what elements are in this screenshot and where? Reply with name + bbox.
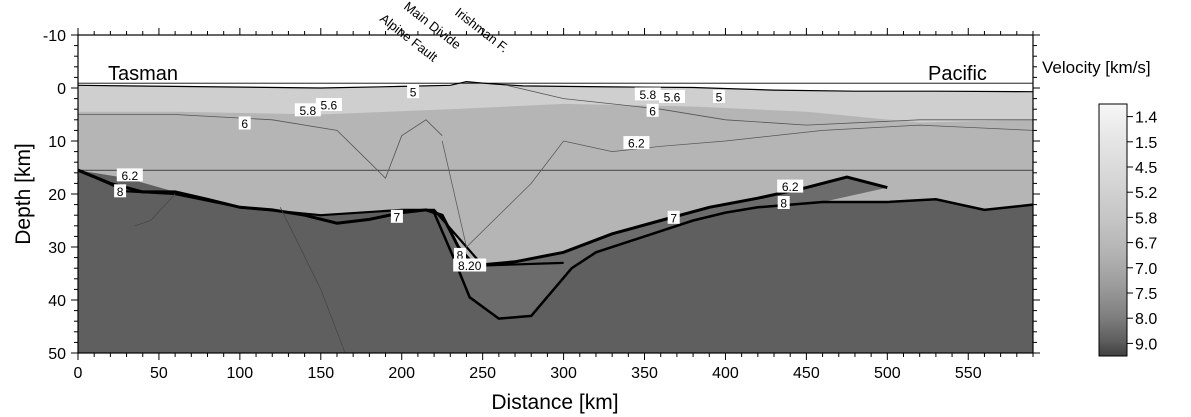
- colorbar-tick-label: 8.0: [1135, 311, 1157, 328]
- x-tick-label: 200: [388, 365, 415, 382]
- x-tick-label: 250: [469, 365, 496, 382]
- x-tick-label: 350: [631, 365, 658, 382]
- x-tick-label: 150: [307, 365, 334, 382]
- colorbar-tick-label: 6.7: [1135, 236, 1157, 253]
- contour-label: 6.2: [628, 137, 645, 151]
- x-tick-label: 300: [550, 365, 577, 382]
- contour-label: 8: [780, 197, 787, 211]
- contour-label: 5.6: [664, 91, 681, 105]
- contour-label: 5: [410, 86, 417, 100]
- contour-label: 7: [394, 210, 401, 224]
- region-label-pacific: Pacific: [928, 63, 987, 85]
- contour-label: 6.2: [782, 180, 799, 194]
- y-tick-label: 30: [48, 240, 66, 257]
- colorbar-tick-label: 7.5: [1135, 286, 1157, 303]
- contour-6-east-line: [506, 84, 1033, 126]
- contour-deep-west-line: [134, 193, 176, 227]
- x-tick-label: 400: [712, 365, 739, 382]
- moho-line: [78, 168, 888, 268]
- colorbar-tick-label: 4.5: [1135, 160, 1157, 177]
- colorbar-tick-label: 1.5: [1135, 135, 1157, 152]
- contour-label-box: [713, 90, 725, 103]
- y-tick-label: -10: [43, 28, 66, 45]
- colorbar-ticks: 1.4 1.5 4.5 5.2 5.8 6.7 7.0 7.5 8.0 9.0: [1127, 110, 1157, 353]
- x-tick-label: 100: [227, 365, 254, 382]
- colorbar-tick-label: 9.0: [1135, 336, 1157, 353]
- contour-label: 6.2: [121, 169, 138, 183]
- contour-label-box: [646, 103, 659, 117]
- x-tick-label: 0: [74, 365, 83, 382]
- contour-label: 8: [457, 248, 464, 262]
- colorbar-gradient: [1098, 103, 1128, 357]
- contour-lines: [78, 80, 1033, 353]
- contour-label-box: [454, 247, 466, 261]
- y-axis: -10 0 10 20 30 40 50: [43, 28, 1040, 363]
- contour-label: 6: [241, 117, 248, 131]
- contour-label-box: [634, 87, 661, 101]
- y-tick-label: 50: [48, 346, 66, 363]
- x-tick-label: 50: [150, 365, 168, 382]
- x-axis-label: Distance [km]: [491, 391, 618, 414]
- contour-6-line: [78, 114, 443, 179]
- region-label-tasman: Tasman: [108, 63, 178, 85]
- contour-label-box: [294, 103, 321, 117]
- colorbar-tick-label: 1.4: [1135, 110, 1157, 127]
- contour-label-box: [659, 90, 685, 103]
- colorbar-title: Velocity [km/s]: [1042, 58, 1151, 77]
- x-tick-label: 450: [793, 365, 820, 382]
- colorbar-tick-label: 5.8: [1135, 210, 1157, 227]
- x-tick-label: 550: [955, 365, 982, 382]
- contour-label-box: [407, 85, 420, 99]
- contour-label-box: [777, 179, 804, 193]
- contour-label-box: [390, 209, 403, 223]
- y-tick-label: 10: [48, 134, 66, 151]
- contour-label: 5.6: [321, 99, 338, 113]
- contour-label-box: [667, 210, 680, 224]
- contour-label-box: [116, 168, 143, 182]
- deep-boundary-line: [432, 198, 1033, 320]
- y-tick-label: 40: [48, 293, 66, 310]
- contour-label: 6: [649, 104, 656, 118]
- contour-label-box: [114, 184, 127, 198]
- y-tick-label: 0: [57, 81, 66, 98]
- contour-label: 5: [716, 91, 723, 105]
- contour-label-box: [453, 258, 487, 272]
- contour-deep-mid-line: [279, 207, 346, 353]
- y-tick-label: 20: [48, 187, 66, 204]
- x-axis: 0 50 100 150 200 250 300 350 400 450 500 550: [74, 28, 1034, 382]
- contour-label-box: [238, 116, 251, 130]
- colorbar-tick-label: 5.2: [1135, 185, 1157, 202]
- contour-label-box: [777, 196, 790, 209]
- x-tick-label: 500: [874, 365, 901, 382]
- colorbar-tick-label: 7.0: [1135, 261, 1157, 278]
- velocity-field: [78, 35, 1033, 353]
- contour-label: 8: [117, 185, 124, 199]
- contour-label: 8.20: [458, 259, 482, 273]
- contour-label-box: [315, 98, 342, 111]
- contour-label: 5.8: [299, 104, 316, 118]
- y-axis-label: Depth [km]: [12, 143, 35, 245]
- contour-label: 7: [670, 211, 677, 225]
- contour-label-box: [623, 136, 650, 150]
- contour-label: 5.8: [639, 88, 656, 102]
